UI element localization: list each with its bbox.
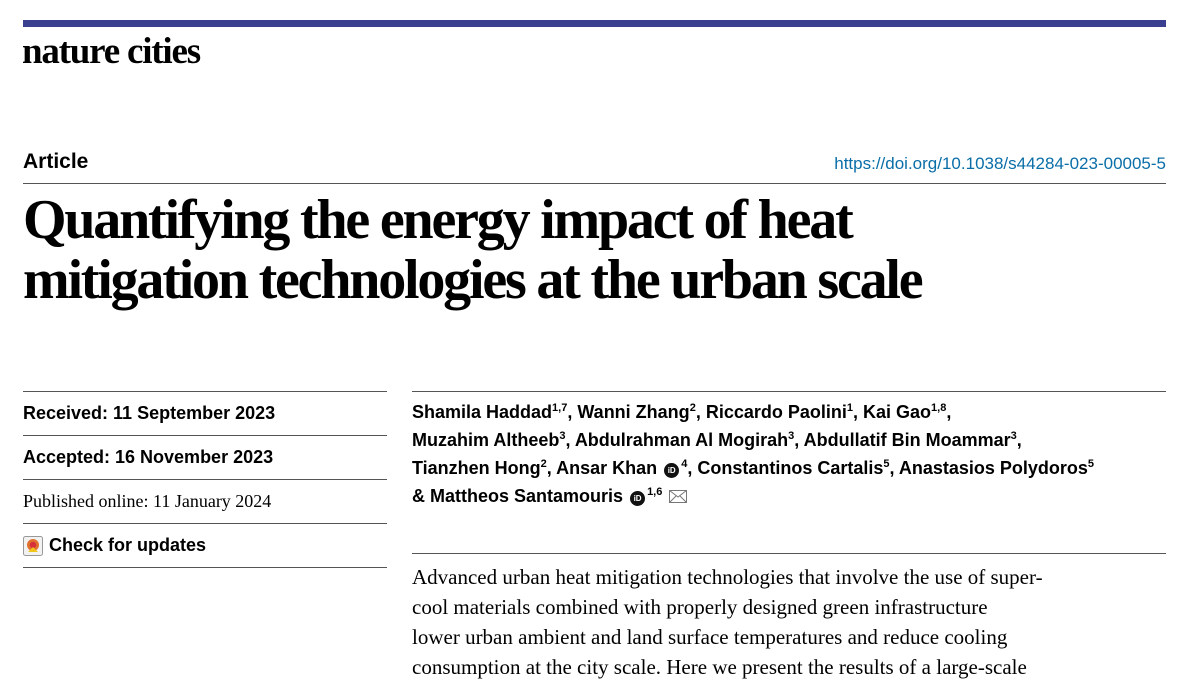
title-line-2: mitigation technologies at the urban sca… bbox=[23, 249, 924, 311]
author[interactable]: Shamila Haddad bbox=[412, 402, 553, 422]
check-updates-label: Check for updates bbox=[49, 535, 207, 555]
affiliation: 5 bbox=[1087, 458, 1095, 470]
article-title: Quantifying the energy impact of heat mi… bbox=[23, 190, 1173, 310]
author[interactable]: Tianzhen Hong bbox=[412, 458, 541, 478]
abstract-line: lower urban ambient and land surface tem… bbox=[412, 625, 1008, 649]
abstract-line: Advanced urban heat mitigation technolog… bbox=[412, 565, 1043, 589]
dates-top-rule bbox=[23, 391, 387, 392]
author[interactable]: Anastasios Polydoros bbox=[898, 458, 1088, 478]
journal-name[interactable]: nature cities bbox=[22, 31, 201, 72]
affiliation: 1,8 bbox=[931, 402, 947, 414]
accepted-date: Accepted: 16 November 2023 bbox=[23, 436, 387, 480]
affiliation: 3 bbox=[559, 430, 566, 442]
orcid-icon[interactable]: iD bbox=[664, 463, 680, 478]
author[interactable]: Abdulrahman Al Mogirah bbox=[574, 430, 789, 450]
author[interactable]: Constantinos Cartalis bbox=[697, 458, 884, 478]
authors-top-rule bbox=[412, 391, 1166, 392]
affiliation: 1,6 bbox=[647, 486, 663, 498]
orcid-icon[interactable]: iD bbox=[630, 491, 646, 506]
affiliation: 3 bbox=[788, 430, 795, 442]
abstract: Advanced urban heat mitigation technolog… bbox=[412, 562, 1172, 682]
abstract-top-rule bbox=[412, 553, 1166, 554]
author[interactable]: Wanni Zhang bbox=[577, 402, 690, 422]
author[interactable]: Riccardo Paolini bbox=[705, 402, 847, 422]
envelope-icon[interactable] bbox=[669, 483, 688, 511]
affiliation: 3 bbox=[1010, 430, 1017, 442]
affiliation: 1 bbox=[846, 402, 853, 414]
title-line-1: Quantifying the energy impact of heat bbox=[23, 189, 854, 251]
affiliation: 2 bbox=[540, 458, 547, 470]
doi-link[interactable]: https://doi.org/10.1038/s44284-023-00005… bbox=[834, 154, 1166, 173]
header-rule bbox=[23, 183, 1166, 184]
check-updates-button[interactable]: Check for updates bbox=[23, 524, 387, 568]
author[interactable]: & Mattheos Santamouris bbox=[412, 486, 624, 506]
affiliation: 4 bbox=[681, 458, 688, 470]
affiliation: 1,7 bbox=[552, 402, 568, 414]
author[interactable]: Muzahim Altheeb bbox=[412, 430, 560, 450]
article-type: Article bbox=[23, 150, 89, 173]
author[interactable]: Abdullatif Bin Moammar bbox=[803, 430, 1011, 450]
affiliation: 2 bbox=[689, 402, 696, 414]
journal-top-bar bbox=[23, 20, 1166, 27]
dates-panel: Received: 11 September 2023 Accepted: 16… bbox=[23, 392, 387, 568]
author[interactable]: Ansar Khan bbox=[556, 458, 658, 478]
affiliation: 5 bbox=[883, 458, 890, 470]
author-list: Shamila Haddad1,7, Wanni Zhang2, Riccard… bbox=[412, 398, 1172, 511]
check-updates-icon bbox=[23, 535, 43, 556]
published-date: Published online: 11 January 2024 bbox=[23, 480, 387, 524]
abstract-line: cool materials combined with properly de… bbox=[412, 595, 988, 619]
received-date: Received: 11 September 2023 bbox=[23, 392, 387, 436]
author[interactable]: Kai Gao bbox=[863, 402, 932, 422]
abstract-line: consumption at the city scale. Here we p… bbox=[412, 655, 1027, 679]
